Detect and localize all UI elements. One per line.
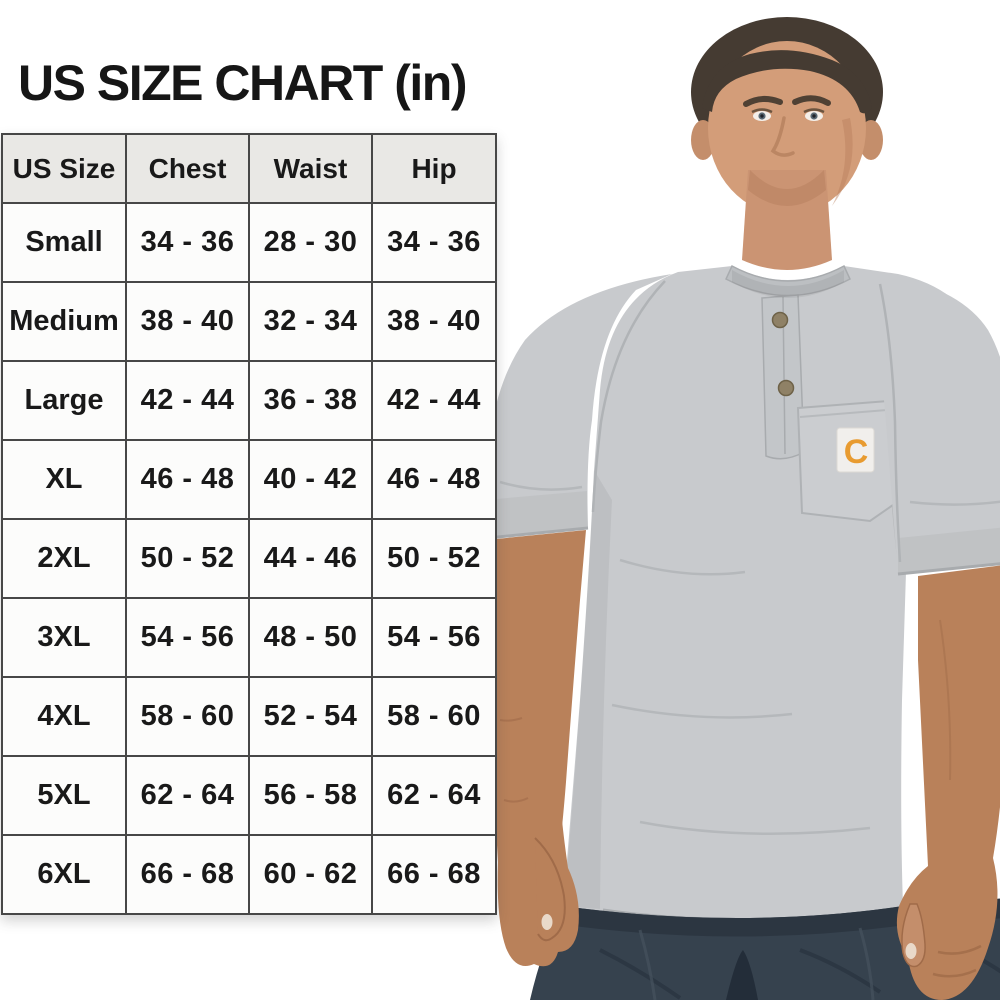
table-row-2xl: 2XL 50 - 52 44 - 46 50 - 52 — [1, 518, 497, 599]
chest-value: 34 - 36 — [125, 202, 250, 283]
waist-value: 56 - 58 — [248, 755, 373, 836]
hip-value: 50 - 52 — [371, 518, 497, 599]
waist-value: 36 - 38 — [248, 360, 373, 441]
waist-value: 28 - 30 — [248, 202, 373, 283]
column-header-chest: Chest — [125, 133, 250, 204]
brand-logo: C — [836, 427, 875, 473]
hip-value: 38 - 40 — [371, 281, 497, 362]
column-header-waist: Waist — [248, 133, 373, 204]
chest-value: 50 - 52 — [125, 518, 250, 599]
table-row-xl: XL 46 - 48 40 - 42 46 - 48 — [1, 439, 497, 520]
hip-value: 54 - 56 — [371, 597, 497, 678]
chest-value: 62 - 64 — [125, 755, 250, 836]
chest-value: 42 - 44 — [125, 360, 250, 441]
model-left-arm — [484, 530, 586, 967]
hip-value: 62 - 64 — [371, 755, 497, 836]
waist-value: 52 - 54 — [248, 676, 373, 757]
size-label: XL — [1, 439, 127, 520]
waist-value: 60 - 62 — [248, 834, 373, 915]
svg-text:C: C — [844, 433, 869, 471]
hip-value: 42 - 44 — [371, 360, 497, 441]
hip-value: 66 - 68 — [371, 834, 497, 915]
size-label: Small — [1, 202, 127, 283]
table-row-6xl: 6XL 66 - 68 60 - 62 66 - 68 — [1, 834, 497, 915]
chest-value: 38 - 40 — [125, 281, 250, 362]
table-row-3xl: 3XL 54 - 56 48 - 50 54 - 56 — [1, 597, 497, 678]
column-header-us-size: US Size — [1, 133, 127, 204]
size-label: 2XL — [1, 518, 127, 599]
column-header-hip: Hip — [371, 133, 497, 204]
model-henley-collar — [725, 264, 851, 460]
chest-value: 58 - 60 — [125, 676, 250, 757]
size-chart-table: US Size Chest Waist Hip Small 34 - 36 28… — [1, 133, 497, 915]
model-jeans — [530, 898, 1000, 1000]
waist-value: 48 - 50 — [248, 597, 373, 678]
model-eyes — [751, 108, 825, 121]
size-label: 3XL — [1, 597, 127, 678]
hip-value: 58 - 60 — [371, 676, 497, 757]
table-row-medium: Medium 38 - 40 32 - 34 38 - 40 — [1, 281, 497, 362]
size-label: Large — [1, 360, 127, 441]
hip-value: 46 - 48 — [371, 439, 497, 520]
model-neck — [742, 170, 832, 270]
header-row: US Size Chest Waist Hip — [1, 133, 497, 204]
model-photo: C — [484, 17, 1000, 1000]
thumbnail — [541, 914, 553, 930]
model-shirt-sleeves — [484, 270, 1000, 576]
table-row-5xl: 5XL 62 - 64 56 - 58 62 - 64 — [1, 755, 497, 836]
waist-value: 32 - 34 — [248, 281, 373, 362]
henley-button — [777, 379, 795, 397]
chest-value: 66 - 68 — [125, 834, 250, 915]
waist-value: 44 - 46 — [248, 518, 373, 599]
henley-button — [771, 311, 789, 329]
size-label: 6XL — [1, 834, 127, 915]
table-row-small: Small 34 - 36 28 - 30 34 - 36 — [1, 202, 497, 283]
chest-value: 54 - 56 — [125, 597, 250, 678]
hip-value: 34 - 36 — [371, 202, 497, 283]
table-row-4xl: 4XL 58 - 60 52 - 54 58 - 60 — [1, 676, 497, 757]
model-right-arm — [896, 565, 1000, 1000]
table-row-large: Large 42 - 44 36 - 38 42 - 44 — [1, 360, 497, 441]
thumbnail — [905, 943, 917, 959]
size-label: Medium — [1, 281, 127, 362]
waist-value: 40 - 42 — [248, 439, 373, 520]
chest-value: 46 - 48 — [125, 439, 250, 520]
size-label: 5XL — [1, 755, 127, 836]
size-label: 4XL — [1, 676, 127, 757]
page-title: US SIZE CHART (in) — [18, 55, 467, 111]
